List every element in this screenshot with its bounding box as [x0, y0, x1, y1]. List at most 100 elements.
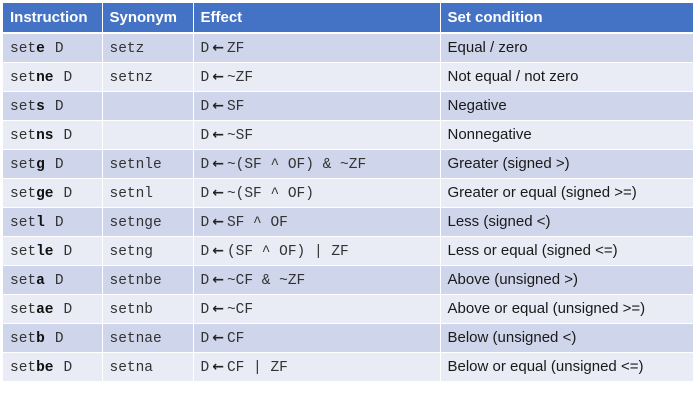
left-arrow-icon: ←: [212, 127, 224, 143]
instruction-suffix: le: [36, 244, 54, 260]
condition-cell: Equal / zero: [440, 33, 694, 63]
instruction-prefix: set: [10, 70, 37, 86]
instruction-suffix: be: [36, 360, 54, 376]
effect-lhs: D: [200, 302, 210, 318]
left-arrow-icon: ←: [212, 156, 224, 172]
set-instructions-table: Instruction Synonym Effect Set condition…: [3, 3, 694, 382]
instruction-suffix: l: [36, 215, 45, 231]
instruction-suffix: g: [36, 157, 45, 173]
instruction-operand: D: [54, 99, 64, 115]
effect-cell: D ← ~(SF ^ OF): [193, 178, 441, 208]
instruction-cell: sete D: [3, 33, 103, 63]
left-arrow-icon: ←: [212, 272, 224, 288]
synonym-text: setnl: [109, 186, 154, 202]
instruction-cell: setne D: [3, 62, 103, 92]
left-arrow-icon: ←: [212, 69, 224, 85]
synonym-text: setnz: [109, 70, 154, 86]
synonym-text: setnbe: [109, 273, 162, 289]
effect-lhs: D: [200, 331, 210, 347]
left-arrow-icon: ←: [212, 185, 224, 201]
effect-expression: ~CF & ~ZF: [226, 273, 306, 289]
instruction-operand: D: [63, 302, 73, 318]
instruction-suffix: a: [36, 273, 45, 289]
synonym-text: setnge: [109, 215, 162, 231]
header-effect: Effect: [193, 3, 441, 34]
instruction-cell: setge D: [3, 178, 103, 208]
instruction-operand: D: [63, 128, 73, 144]
synonym-cell: [102, 91, 194, 121]
left-arrow-icon: ←: [212, 98, 224, 114]
left-arrow-icon: ←: [212, 330, 224, 346]
left-arrow-icon: ←: [212, 359, 224, 375]
instruction-cell: seta D: [3, 265, 103, 295]
synonym-cell: setna: [102, 352, 194, 382]
instruction-prefix: set: [10, 360, 37, 376]
condition-text: Below or equal (unsigned <=): [447, 358, 644, 375]
instruction-prefix: set: [10, 244, 37, 260]
condition-cell: Below (unsigned <): [440, 323, 694, 353]
synonym-cell: setnz: [102, 62, 194, 92]
instruction-suffix: ne: [36, 70, 54, 86]
instruction-suffix: s: [36, 99, 45, 115]
instruction-operand: D: [63, 360, 73, 376]
effect-cell: D ← CF: [193, 323, 441, 353]
instruction-prefix: set: [10, 99, 37, 115]
effect-lhs: D: [200, 99, 210, 115]
instruction-prefix: set: [10, 41, 37, 57]
condition-cell: Not equal / not zero: [440, 62, 694, 92]
header-set-condition: Set condition: [440, 3, 694, 34]
effect-cell: D ← CF | ZF: [193, 352, 441, 382]
instruction-cell: sets D: [3, 91, 103, 121]
condition-cell: Below or equal (unsigned <=): [440, 352, 694, 382]
synonym-text: setz: [109, 41, 145, 57]
instruction-suffix: ge: [36, 186, 54, 202]
table-row-sets: sets D D ← SF Negative: [3, 91, 694, 121]
effect-expression: ~(SF ^ OF): [226, 186, 314, 202]
instruction-operand: D: [54, 157, 64, 173]
instruction-cell: setl D: [3, 207, 103, 237]
table-row-setle: setle D setng D ← (SF ^ OF) | ZF Less or eq…: [3, 236, 694, 266]
header-instruction: Instruction: [3, 3, 103, 34]
condition-cell: Above or equal (unsigned >=): [440, 294, 694, 324]
synonym-cell: setng: [102, 236, 194, 266]
instruction-cell: setle D: [3, 236, 103, 266]
table-row-setl: setl D setnge D ← SF ^ OF Less (signed <): [3, 207, 694, 237]
effect-lhs: D: [200, 244, 210, 260]
condition-cell: Greater (signed >): [440, 149, 694, 179]
effect-cell: D ← SF ^ OF: [193, 207, 441, 237]
instruction-cell: setns D: [3, 120, 103, 150]
header-synonym: Synonym: [102, 3, 194, 34]
condition-text: Above (unsigned >): [447, 271, 579, 288]
instruction-cell: setb D: [3, 323, 103, 353]
table-row-setg: setg D setnle D ← ~(SF ^ OF) & ~ZF Greater …: [3, 149, 694, 179]
effect-lhs: D: [200, 157, 210, 173]
effect-cell: D ← ~CF & ~ZF: [193, 265, 441, 295]
table-row-seta: seta D setnbe D ← ~CF & ~ZF Above (unsigned…: [3, 265, 694, 295]
instruction-suffix: ns: [36, 128, 54, 144]
condition-text: Negative: [447, 97, 507, 114]
effect-cell: D ← ~CF: [193, 294, 441, 324]
left-arrow-icon: ←: [212, 214, 224, 230]
instruction-prefix: set: [10, 128, 37, 144]
condition-text: Less or equal (signed <=): [447, 242, 618, 259]
effect-expression: (SF ^ OF) | ZF: [226, 244, 349, 260]
effect-lhs: D: [200, 41, 210, 57]
left-arrow-icon: ←: [212, 301, 224, 317]
table-row-sete: sete D setz D ← ZF Equal / zero: [3, 33, 694, 63]
synonym-cell: [102, 120, 194, 150]
instruction-cell: setbe D: [3, 352, 103, 382]
instruction-operand: D: [54, 273, 64, 289]
condition-cell: Greater or equal (signed >=): [440, 178, 694, 208]
condition-text: Above or equal (unsigned >=): [447, 300, 646, 317]
effect-expression: ~CF: [226, 302, 254, 318]
instruction-operand: D: [63, 70, 73, 86]
effect-expression: SF ^ OF: [226, 215, 288, 231]
effect-cell: D ← ~(SF ^ OF) & ~ZF: [193, 149, 441, 179]
instruction-suffix: e: [36, 41, 45, 57]
effect-cell: D ← ~SF: [193, 120, 441, 150]
synonym-cell: setnl: [102, 178, 194, 208]
synonym-text: setnle: [109, 157, 162, 173]
left-arrow-icon: ←: [212, 40, 224, 56]
effect-cell: D ← (SF ^ OF) | ZF: [193, 236, 441, 266]
effect-expression: CF: [226, 331, 245, 347]
